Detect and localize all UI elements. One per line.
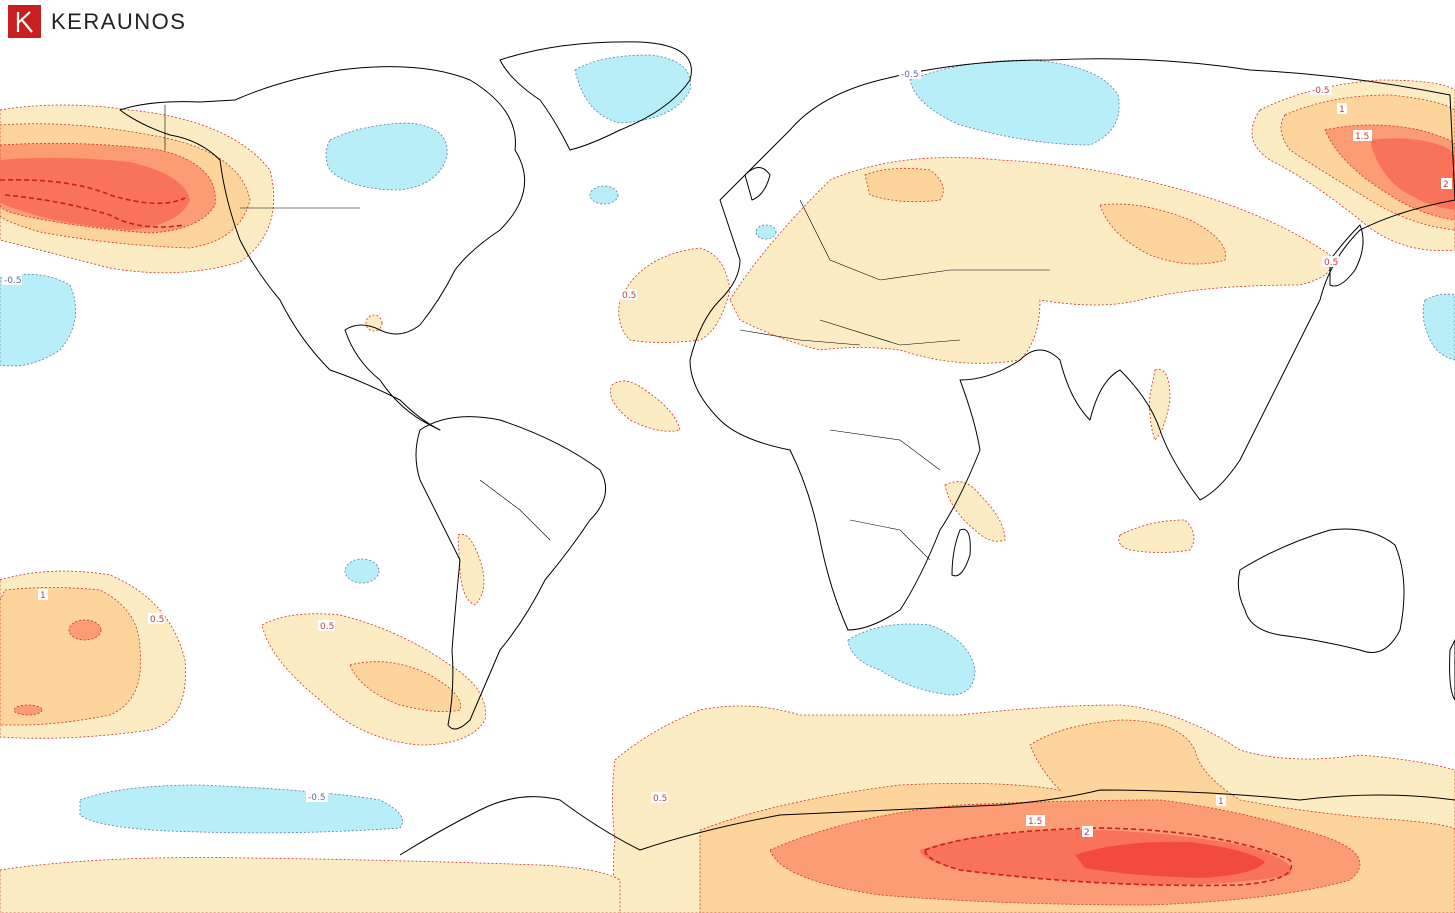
country-borders [164,105,1050,561]
brand-name: KERAUNOS [51,8,187,34]
brand-logo[interactable]: KERAUNOS [8,5,186,38]
contour-label: -0.5 [308,793,326,803]
contour-label: 2 [1443,180,1449,190]
contour-labels: -0.5 0.5 0.5 1 0.5 -0.5 0.5 -0.5 -0.5 1 … [2,68,1452,838]
contour-label: 1 [1339,105,1345,115]
contour-label: 0.5 [320,622,334,632]
contour-label: 1.5 [1028,817,1042,827]
contour-label: -0.5 [4,276,22,286]
contour-label: 0.5 [1324,258,1338,268]
k-logo-glyph-icon [16,10,33,33]
contour-label: 1 [40,591,46,601]
keraunos-k-icon [8,5,41,38]
contour-lines-2 [0,178,1293,887]
anomaly-fills-pos25 [1075,841,1265,878]
contour-label: 0.5 [653,794,667,804]
coastlines [119,41,1455,856]
contour-label: 0.5 [622,291,636,301]
contour-label: 1 [1218,797,1224,807]
contour-label: -0.5 [901,70,919,80]
contour-label: 1.5 [1355,132,1369,142]
contour-label: 2 [1084,828,1090,838]
contour-label: -0.5 [1312,86,1330,96]
contour-label: 0.5 [150,615,164,625]
